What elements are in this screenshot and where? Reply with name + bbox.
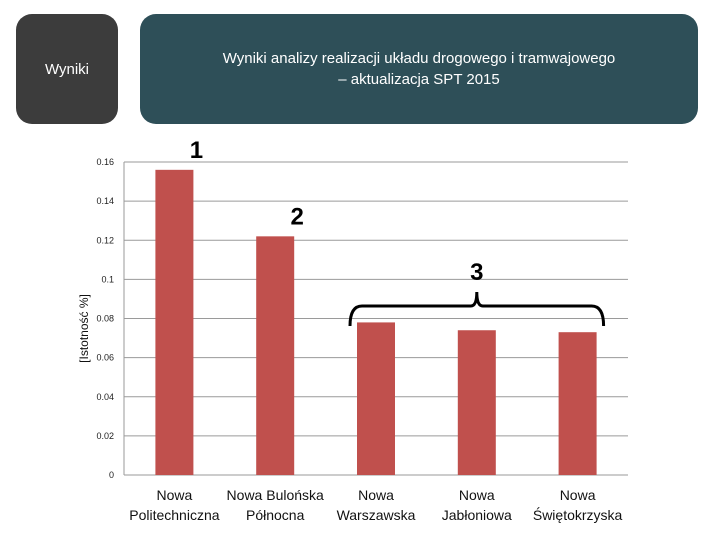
bar <box>155 169 194 475</box>
category-label: Nowa Bulońska Północna <box>227 487 324 523</box>
y-tick-label: 0.1 <box>101 274 114 284</box>
category-label: Nowa Jabłoniowa <box>442 487 512 523</box>
bar <box>256 236 295 475</box>
category-label: Nowa Warszawska <box>337 487 416 523</box>
y-tick-label: 0.04 <box>96 392 114 402</box>
section-tab: Wyniki <box>16 14 118 124</box>
y-tick-label: 0 <box>109 470 114 480</box>
y-tick-label: 0.02 <box>96 431 114 441</box>
title-banner: Wyniki analizy realizacji układu drogowe… <box>140 14 698 124</box>
bar <box>457 330 496 475</box>
annotation-label: 2 <box>291 203 304 230</box>
y-tick-label: 0.12 <box>96 235 114 245</box>
y-tick-label: 0.14 <box>96 196 114 206</box>
category-label: Nowa Świętokrzyska <box>533 487 623 523</box>
page-title: Wyniki analizy realizacji układu drogowe… <box>222 50 616 88</box>
annotation-label: 1 <box>190 137 203 164</box>
section-label: Wyniki <box>44 60 90 78</box>
bracket <box>348 291 606 327</box>
category-label: Nowa Politechniczna <box>129 487 219 523</box>
annotation-label: 3 <box>470 259 483 286</box>
y-tick-label: 0.06 <box>96 353 114 363</box>
y-axis-label: [Istotność %] <box>77 294 91 363</box>
bar <box>558 332 597 475</box>
y-tick-label: 0.16 <box>96 157 114 167</box>
y-tick-label: 0.08 <box>96 314 114 324</box>
bar <box>357 322 395 475</box>
